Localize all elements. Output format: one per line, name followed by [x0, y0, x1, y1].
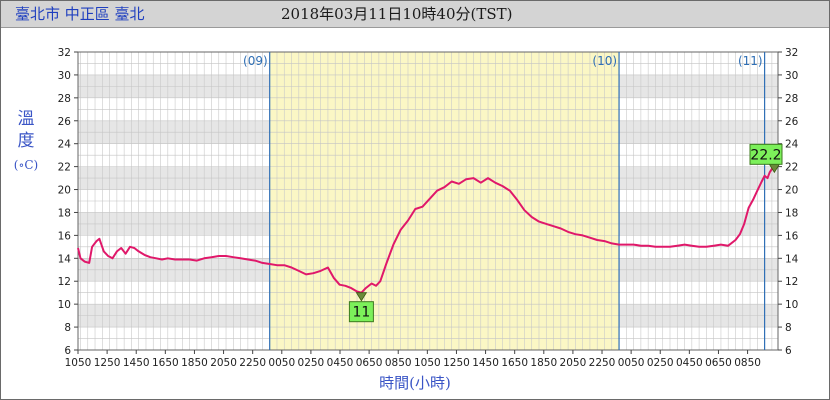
- x-tick-label: 2250: [239, 357, 266, 369]
- x-tick-label: 0050: [268, 357, 295, 369]
- y-tick-label-right: 14: [785, 253, 799, 265]
- x-tick-label: 1050: [65, 357, 92, 369]
- day-marker-label: (11): [738, 54, 763, 68]
- x-tick-label: 2250: [589, 357, 616, 369]
- y-tick-label-right: 12: [785, 276, 798, 288]
- x-axis-label: 時間(小時): [379, 374, 451, 392]
- y-tick-label-right: 6: [785, 345, 792, 357]
- x-tick-label: 1650: [501, 357, 528, 369]
- y-tick-label: 30: [58, 70, 71, 82]
- min-callout-label: 11: [352, 305, 370, 321]
- y-tick-label-right: 30: [785, 70, 798, 82]
- x-tick-label: 0850: [385, 357, 412, 369]
- y-tick-label-right: 26: [785, 116, 799, 128]
- y-axis-label: 溫 度 (∘C): [8, 108, 44, 172]
- x-tick-label: 2050: [560, 357, 587, 369]
- y-tick-label: 18: [58, 207, 71, 219]
- x-tick-label: 0250: [298, 357, 325, 369]
- current-callout-label: 22.2: [750, 147, 781, 163]
- y-tick-label: 28: [58, 93, 71, 105]
- day-marker-label: (09): [243, 54, 268, 68]
- y-axis-unit: (∘C): [13, 158, 39, 172]
- x-tick-label: 1450: [123, 357, 150, 369]
- station-location: 臺北市 中正區 臺北: [15, 5, 145, 23]
- x-tick-label: 0450: [676, 357, 703, 369]
- x-tick-label: 0650: [705, 357, 732, 369]
- x-tick-label: 0650: [356, 357, 383, 369]
- x-tick-label: 0450: [327, 357, 354, 369]
- y-tick-label-right: 22: [785, 162, 798, 174]
- y-tick-label: 10: [58, 299, 71, 311]
- y-axis-title: 溫: [17, 109, 35, 129]
- x-tick-label: 1450: [472, 357, 499, 369]
- day-marker-label: (10): [592, 54, 617, 68]
- y-tick-label: 24: [58, 139, 72, 151]
- observation-timestamp: 2018年03月11日10時40分(TST): [281, 5, 513, 23]
- x-tick-label: 2050: [210, 357, 237, 369]
- y-tick-label-right: 20: [785, 185, 798, 197]
- y-tick-label: 8: [64, 322, 71, 334]
- y-tick-label-right: 24: [785, 139, 799, 151]
- x-tick-label: 1850: [530, 357, 557, 369]
- min-callout-box: [348, 301, 374, 323]
- plot-border: [77, 51, 779, 351]
- y-tick-label-right: 16: [785, 230, 799, 242]
- y-tick-label-right: 10: [785, 299, 798, 311]
- y-tick-label-right: 28: [785, 93, 798, 105]
- x-tick-label: 0850: [734, 357, 761, 369]
- x-tick-label: 1650: [152, 357, 179, 369]
- y-tick-label: 26: [58, 116, 72, 128]
- y-tick-label-right: 32: [785, 47, 798, 59]
- y-tick-label: 14: [58, 253, 72, 265]
- min-marker: [355, 292, 368, 302]
- x-tick-label: 1850: [181, 357, 208, 369]
- x-tick-label: 1250: [94, 357, 121, 369]
- y-tick-label: 16: [58, 230, 72, 242]
- x-tick-label: 1250: [443, 357, 470, 369]
- current-callout-box: [749, 143, 783, 165]
- x-tick-label: 1050: [414, 357, 441, 369]
- chart-header: 臺北市 中正區 臺北 2018年03月11日10時40分(TST): [1, 1, 829, 28]
- y-tick-label-right: 18: [785, 207, 798, 219]
- y-tick-label: 12: [58, 276, 71, 288]
- y-tick-label: 20: [58, 185, 71, 197]
- y-tick-label: 32: [58, 47, 71, 59]
- y-tick-label: 6: [64, 345, 71, 357]
- y-tick-label-right: 8: [785, 322, 792, 334]
- y-axis-title-2: 度: [17, 131, 35, 151]
- x-tick-label: 0250: [647, 357, 674, 369]
- y-tick-label: 22: [58, 162, 71, 174]
- x-tick-label: 0050: [618, 357, 645, 369]
- temperature-line: [77, 163, 776, 294]
